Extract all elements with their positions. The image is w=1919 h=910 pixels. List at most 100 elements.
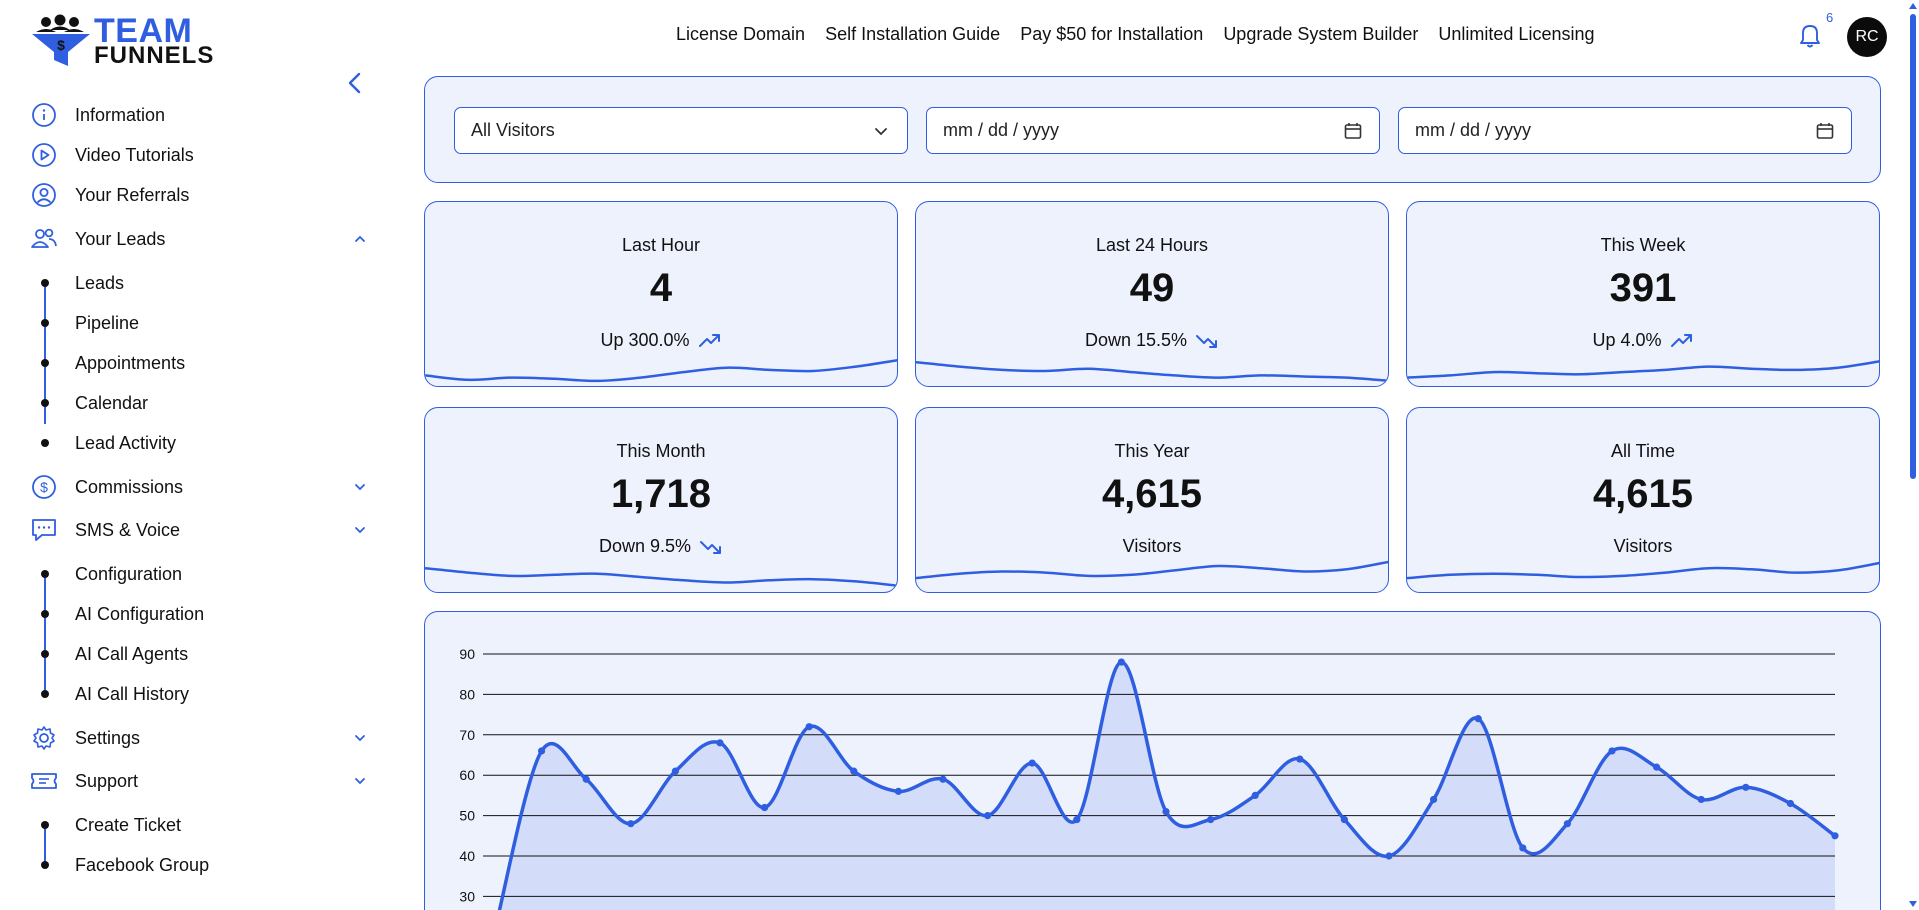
bullet-icon [41, 650, 49, 658]
bullet-icon [41, 861, 49, 869]
stat-change-text: Visitors [1613, 536, 1673, 556]
notification-count-badge: 6 [1826, 10, 1834, 25]
chevron-down-icon[interactable] [350, 728, 370, 748]
bullet-icon [41, 690, 49, 698]
bullet-icon [41, 570, 49, 578]
chart-data-point[interactable] [1519, 844, 1527, 852]
brand-logo[interactable]: $ TEAM FUNNELS [30, 12, 220, 68]
visitors-select[interactable]: All Visitors [454, 107, 908, 154]
sparkline-path [425, 566, 897, 587]
chevron-down-icon[interactable] [350, 477, 370, 497]
chart-data-point[interactable] [805, 723, 813, 731]
chart-data-point[interactable] [1786, 799, 1794, 808]
nav-link-pay-for-installation[interactable]: Pay $50 for Installation [1020, 24, 1204, 44]
sidebar-item-calendar[interactable]: Calendar [30, 388, 370, 418]
chart-data-point[interactable] [582, 775, 590, 783]
sidebar-item-your-referrals[interactable]: Your Referrals [30, 178, 370, 212]
stat-change-text: Down 15.5% [1084, 330, 1188, 350]
sidebar-item-sms-voice[interactable]: SMS & Voice [30, 513, 370, 547]
chart-data-point[interactable] [1831, 832, 1839, 840]
chart-data-point[interactable] [538, 747, 546, 755]
notifications-button[interactable] [1796, 20, 1824, 50]
sidebar-item-label: Video Tutorials [75, 144, 194, 165]
sidebar-item-ai-call-agents[interactable]: AI Call Agents [30, 639, 370, 669]
nav-link-self-installation-guide[interactable]: Self Installation Guide [825, 24, 1001, 44]
sidebar-subitem-label: Appointments [75, 352, 186, 373]
calendar-icon[interactable] [1343, 121, 1363, 141]
stat-title: All Time [1610, 441, 1675, 461]
sidebar-item-information[interactable]: Information [30, 98, 370, 132]
sparkline-path [1407, 360, 1879, 379]
brand-line2: FUNNELS [94, 42, 215, 69]
sidebar-item-video-tutorials[interactable]: Video Tutorials [30, 138, 370, 172]
chart-data-point[interactable] [850, 767, 858, 775]
avatar[interactable]: RC [1847, 17, 1887, 57]
scroll-down-arrow-icon[interactable] [1908, 900, 1918, 908]
chart-data-point[interactable] [1340, 816, 1348, 824]
chart-data-point[interactable] [1742, 783, 1750, 791]
svg-text:$: $ [57, 37, 65, 53]
nav-link-upgrade-system-builder[interactable]: Upgrade System Builder [1223, 24, 1419, 44]
chart-data-point[interactable] [894, 787, 902, 795]
chart-data-point[interactable] [671, 767, 679, 775]
chart-data-point[interactable] [1073, 816, 1081, 824]
chart-data-point[interactable] [1608, 747, 1616, 755]
play-circle-icon [30, 141, 58, 169]
chart-data-point[interactable] [1251, 791, 1259, 799]
chevron-up-icon[interactable] [350, 229, 370, 249]
sidebar-item-commissions[interactable]: $ Commissions [30, 470, 370, 504]
sidebar-item-create-ticket[interactable]: Create Ticket [30, 810, 370, 840]
sparkline-path [916, 360, 1388, 382]
stat-card: This Month 1,718 Down 9.5% [424, 407, 898, 593]
sidebar-subitem-label: AI Call Agents [75, 643, 189, 664]
sidebar-item-appointments[interactable]: Appointments [30, 348, 370, 378]
sidebar-subitem-label: Pipeline [75, 312, 140, 333]
chat-icon [30, 516, 58, 544]
nav-link-license-domain[interactable]: License Domain [676, 24, 806, 44]
chart-data-point[interactable] [761, 803, 769, 812]
chart-data-point[interactable] [1653, 763, 1661, 771]
y-tick-label: 70 [459, 727, 475, 743]
chevron-down-icon[interactable] [350, 771, 370, 791]
sidebar-item-ai-call-history[interactable]: AI Call History [30, 679, 370, 709]
calendar-icon[interactable] [1815, 121, 1835, 141]
sidebar-item-label: Your Leads [75, 228, 166, 249]
sidebar-item-configuration[interactable]: Configuration [30, 559, 370, 589]
sidebar-item-leads[interactable]: Leads [30, 268, 370, 298]
stat-change-text: Visitors [1122, 536, 1182, 556]
scrollbar-thumb[interactable] [1910, 14, 1916, 479]
chart-data-point[interactable] [627, 820, 635, 828]
chart-data-point[interactable] [716, 739, 724, 747]
sidebar-item-lead-activity[interactable]: Lead Activity [30, 428, 370, 458]
sidebar-item-ai-configuration[interactable]: AI Configuration [30, 599, 370, 629]
chart-data-point[interactable] [984, 812, 992, 820]
collapse-sidebar-button[interactable] [340, 68, 370, 98]
chart-data-point[interactable] [1207, 816, 1215, 824]
chart-data-point[interactable] [1117, 658, 1125, 666]
chart-data-point[interactable] [1385, 852, 1393, 860]
sidebar-item-your-leads[interactable]: Your Leads [30, 222, 370, 256]
chart-data-point[interactable] [1697, 795, 1705, 804]
sidebar-item-pipeline[interactable]: Pipeline [30, 308, 370, 338]
scroll-up-arrow-icon[interactable] [1908, 2, 1918, 10]
chart-data-point[interactable] [1296, 755, 1304, 763]
chart-data-point[interactable] [1028, 759, 1036, 767]
chart-data-point[interactable] [939, 775, 947, 783]
nav-link-unlimited-licensing[interactable]: Unlimited Licensing [1438, 24, 1595, 44]
stat-change: Up 4.0% [1407, 330, 1879, 351]
stat-sparkline [916, 360, 1388, 382]
chevron-down-icon [875, 128, 887, 136]
chart-data-point[interactable] [1162, 807, 1170, 816]
chart-data-point[interactable] [1563, 820, 1571, 828]
chart-data-point[interactable] [1430, 795, 1438, 804]
sidebar-item-facebook-group[interactable]: Facebook Group [30, 850, 370, 880]
stat-change-text: Down 9.5% [598, 536, 692, 556]
sidebar-item-settings[interactable]: Settings [30, 721, 370, 755]
end-date-field[interactable]: mm / dd / yyyy [1398, 107, 1852, 154]
dollar-circle-icon: $ [30, 473, 58, 501]
start-date-field[interactable]: mm / dd / yyyy [926, 107, 1380, 154]
sidebar-item-support[interactable]: Support [30, 764, 370, 798]
chevron-down-icon[interactable] [350, 520, 370, 540]
chart-data-point[interactable] [1474, 715, 1482, 723]
